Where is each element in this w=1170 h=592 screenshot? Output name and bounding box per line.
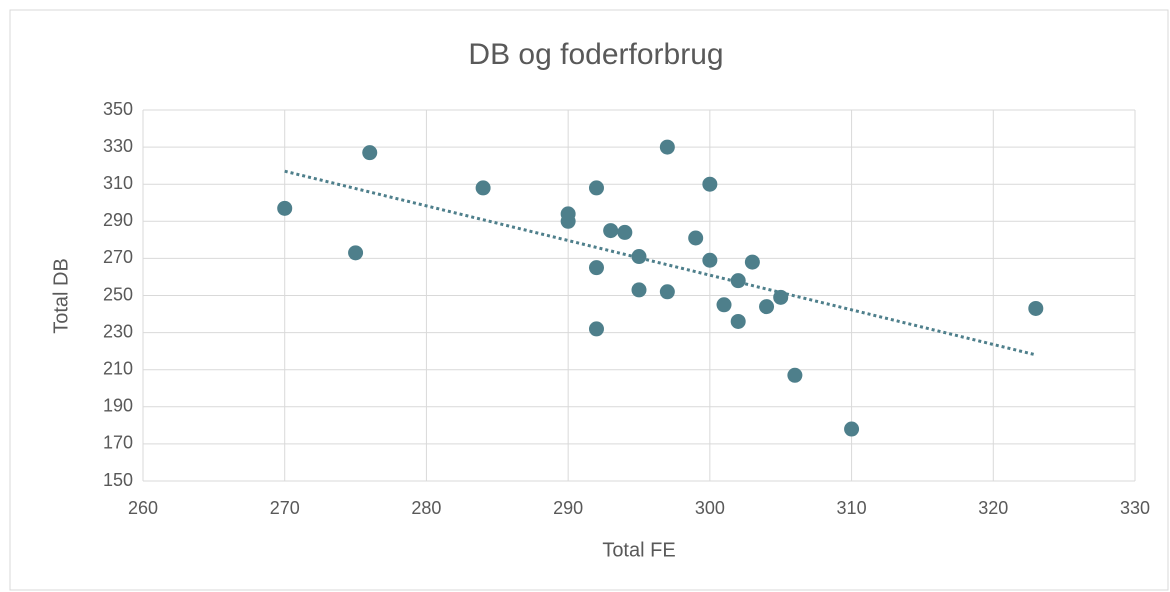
y-tick-label: 150 xyxy=(103,470,133,490)
y-tick-label: 350 xyxy=(103,99,133,119)
y-tick-label: 270 xyxy=(103,247,133,267)
point xyxy=(362,145,378,161)
point xyxy=(603,223,619,239)
point xyxy=(773,289,789,305)
y-axis-title: Total DB xyxy=(50,258,72,334)
y-tick-label: 310 xyxy=(103,173,133,193)
chart-border xyxy=(9,9,1169,591)
point xyxy=(844,421,860,437)
x-tick-label: 320 xyxy=(978,498,1008,518)
trendline xyxy=(284,169,1037,357)
x-tick-label: 330 xyxy=(1120,498,1150,518)
y-tick-label: 290 xyxy=(103,210,133,230)
point xyxy=(631,282,647,298)
point xyxy=(702,252,718,268)
point xyxy=(277,200,293,216)
y-tick-label: 230 xyxy=(103,321,133,341)
y-tick-label: 190 xyxy=(103,396,133,416)
x-tick-label: 290 xyxy=(553,498,583,518)
point xyxy=(617,224,633,240)
point xyxy=(588,260,604,276)
point xyxy=(1028,300,1044,316)
point xyxy=(702,176,718,192)
y-tick-label: 250 xyxy=(103,284,133,304)
point xyxy=(730,313,746,329)
x-tick-label: 270 xyxy=(270,498,300,518)
point xyxy=(348,245,364,261)
point xyxy=(744,254,760,270)
x-tick-label: 260 xyxy=(128,498,158,518)
point xyxy=(787,367,803,383)
chart-title: DB og foderforbrug xyxy=(468,38,723,71)
x-axis-title: Total FE xyxy=(602,539,675,561)
x-tick-label: 300 xyxy=(695,498,725,518)
point xyxy=(688,230,704,246)
x-tick-label: 310 xyxy=(837,498,867,518)
point xyxy=(588,180,604,196)
point xyxy=(730,273,746,289)
point xyxy=(659,139,675,155)
y-tick-label: 330 xyxy=(103,136,133,156)
y-tick-label: 210 xyxy=(103,358,133,378)
y-tick-label: 170 xyxy=(103,433,133,453)
point xyxy=(759,299,775,315)
point xyxy=(716,297,732,313)
point xyxy=(560,213,576,229)
point xyxy=(631,249,647,265)
point xyxy=(588,321,604,337)
x-tick-label: 280 xyxy=(411,498,441,518)
point xyxy=(659,284,675,300)
point xyxy=(475,180,491,196)
